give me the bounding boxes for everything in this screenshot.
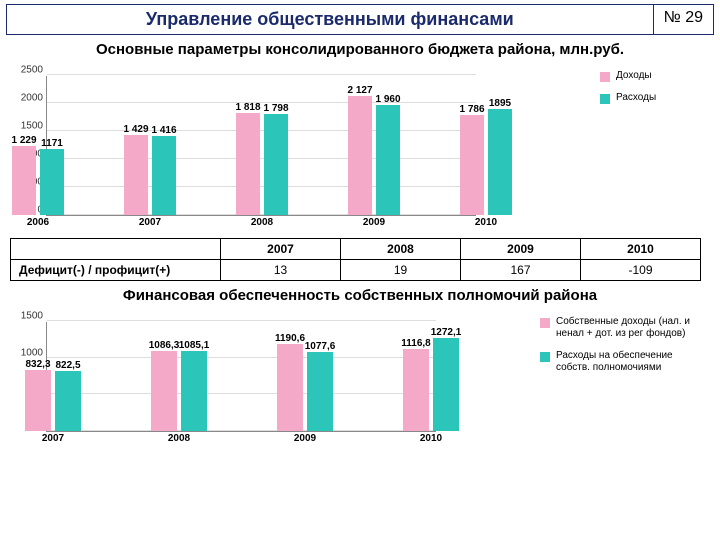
bar: 1 429 (124, 135, 148, 215)
bar-label: 2 127 (347, 85, 372, 96)
gridline (47, 430, 436, 431)
legend-item: Собственные доходы (нал. и ненал + дот. … (540, 316, 708, 340)
bar: 1086,3 (151, 351, 177, 431)
gridline (47, 357, 436, 358)
chart1-title: Основные параметры консолидированного бю… (10, 41, 710, 58)
table-header: 2007 (221, 239, 341, 260)
bar: 1 798 (264, 114, 288, 215)
chart2-title: Финансовая обеспеченность собственных по… (10, 287, 710, 304)
bar-label: 1 429 (123, 124, 148, 135)
bar-label: 1190,6 (275, 333, 305, 344)
bar: 832,3 (25, 370, 51, 431)
table-cell: 13 (221, 260, 341, 281)
legend-item: Доходы (600, 70, 708, 82)
gridline (47, 158, 476, 159)
table-header: 2010 (581, 239, 701, 260)
gridline (47, 186, 476, 187)
legend-label: Собственные доходы (нал. и ненал + дот. … (556, 316, 708, 340)
deficit-table: 2007200820092010Дефицит(-) / профицит(+)… (10, 238, 701, 281)
gridline (47, 320, 436, 321)
y-tick: 1500 (21, 311, 47, 322)
legend-swatch (600, 94, 610, 104)
bar: 1895 (488, 109, 512, 215)
bar-label: 1 229 (11, 135, 36, 146)
page-number: № 29 (653, 5, 713, 34)
chart1-legend: Доходы Расходы (594, 60, 714, 232)
table-header (11, 239, 221, 260)
bar: 1 416 (152, 136, 176, 215)
bar: 1171 (40, 149, 64, 215)
chart2-wrap: 050010001500832,3822,520071086,31085,120… (6, 306, 714, 446)
header: Управление общественными финансами № 29 (6, 4, 714, 35)
bar-label: 1 798 (263, 103, 288, 114)
table-header: 2008 (341, 239, 461, 260)
chart2-legend: Собственные доходы (нал. и ненал + дот. … (534, 306, 714, 446)
plot-area: 050010001500832,3822,520071086,31085,120… (46, 322, 436, 432)
bar-label: 1085,1 (179, 340, 210, 351)
bar: 1077,6 (307, 352, 333, 431)
x-tick: 2007 (42, 433, 64, 444)
bar-label: 1895 (489, 98, 511, 109)
page-title: Управление общественными финансами (7, 5, 653, 34)
chart2: 050010001500832,3822,520071086,31085,120… (6, 306, 534, 446)
bar: 1 818 (236, 113, 260, 215)
gridline (47, 74, 476, 75)
chart1: 050010001500200025001 229117120061 4291 … (6, 60, 594, 232)
x-tick: 2007 (139, 217, 161, 228)
gridline (47, 214, 476, 215)
x-tick: 2010 (475, 217, 497, 228)
x-tick: 2009 (294, 433, 316, 444)
gridline (47, 102, 476, 103)
bar: 1 786 (460, 115, 484, 215)
bar-label: 1 960 (375, 94, 400, 105)
table-cell: 167 (461, 260, 581, 281)
bar: 2 127 (348, 96, 372, 215)
x-tick: 2006 (27, 217, 49, 228)
bar: 1272,1 (433, 338, 459, 431)
y-tick: 2500 (21, 65, 47, 76)
y-tick: 2000 (21, 93, 47, 104)
bar-label: 1272,1 (431, 327, 462, 338)
x-tick: 2010 (420, 433, 442, 444)
bar: 822,5 (55, 371, 81, 431)
y-tick: 1500 (21, 121, 47, 132)
bar: 1085,1 (181, 351, 207, 431)
bar: 1116,8 (403, 349, 429, 431)
bar: 1 960 (376, 105, 400, 215)
table-cell: 19 (341, 260, 461, 281)
y-tick: 1000 (21, 347, 47, 358)
legend-swatch (600, 72, 610, 82)
table-header: 2009 (461, 239, 581, 260)
bar-label: 1077,6 (305, 341, 336, 352)
legend-label: Расходы на обеспечение собств. полномочи… (556, 350, 708, 374)
legend-swatch (540, 352, 550, 362)
bar: 1190,6 (277, 344, 303, 431)
bar-label: 1 416 (151, 125, 176, 136)
bar-label: 1 818 (235, 102, 260, 113)
legend-item: Расходы (600, 92, 708, 104)
bar-label: 822,5 (55, 360, 80, 371)
x-tick: 2009 (363, 217, 385, 228)
table-cell: Дефицит(-) / профицит(+) (11, 260, 221, 281)
bar-label: 832,3 (25, 359, 50, 370)
plot-area: 050010001500200025001 229117120061 4291 … (46, 76, 476, 216)
table-row: Дефицит(-) / профицит(+)1319167-109 (11, 260, 701, 281)
bar: 1 229 (12, 146, 36, 215)
legend-item: Расходы на обеспечение собств. полномочи… (540, 350, 708, 374)
legend-label: Доходы (616, 70, 652, 82)
legend-swatch (540, 318, 550, 328)
x-tick: 2008 (251, 217, 273, 228)
gridline (47, 130, 476, 131)
x-tick: 2008 (168, 433, 190, 444)
bar-label: 1 786 (459, 104, 484, 115)
bar-label: 1116,8 (401, 338, 430, 349)
table-cell: -109 (581, 260, 701, 281)
bar-label: 1086,3 (149, 340, 180, 351)
gridline (47, 393, 436, 394)
bar-label: 1171 (41, 138, 63, 149)
legend-label: Расходы (616, 92, 656, 104)
chart1-wrap: 050010001500200025001 229117120061 4291 … (6, 60, 714, 232)
